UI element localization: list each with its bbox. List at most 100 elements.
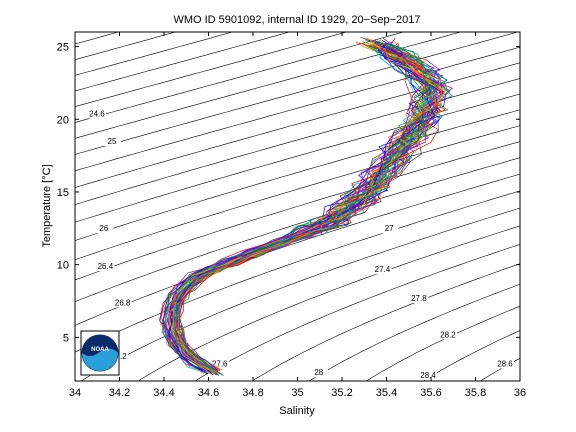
profile-line [159, 42, 426, 371]
y-axis-title: Temperature [°C] [41, 164, 53, 247]
profile-line [169, 43, 436, 374]
profile-line [168, 37, 428, 373]
isopycnal-label-bg [373, 264, 392, 274]
isopycnal-label: 28.6 [497, 359, 513, 368]
isopycnal-label: 26.4 [98, 262, 114, 271]
x-tick-label: 35.6 [420, 387, 441, 399]
profile-line [171, 44, 438, 375]
isopycnal-label: 28.4 [420, 371, 436, 380]
isopycnal-labels: 24.6252626.426.82727.227.427.627.82828.2… [87, 109, 514, 381]
x-tick-label: 34.6 [198, 387, 219, 399]
isopycnal-line [75, 93, 520, 223]
x-tick-label: 35.2 [331, 387, 352, 399]
profile-line [177, 41, 435, 376]
isopycnal-label: 26.8 [115, 298, 131, 307]
profile-line [177, 43, 448, 372]
profile-line [179, 45, 446, 374]
x-axis-ticks: 34 34.2 34.4 34.6 34.8 35 35.2 35.4 35.6 35.8 36 [69, 32, 526, 399]
profile-line [175, 46, 439, 371]
noaa-logo-text: NOAA [91, 347, 109, 353]
isopycnal-line [75, 32, 405, 123]
profile-line [176, 43, 437, 373]
isopycnal-line [75, 32, 291, 92]
isopycnal-line [137, 225, 520, 381]
isopycnal-line [194, 244, 520, 381]
isopycnal-label: 28 [314, 368, 323, 377]
profile-line [162, 48, 437, 371]
profile-line [167, 40, 441, 374]
profile-line [164, 40, 438, 372]
profile-line [162, 45, 425, 372]
profile-line [163, 44, 433, 373]
profile-line [177, 45, 448, 375]
isopycnal-line [516, 18, 576, 396]
isopycnal-label: 24.6 [89, 109, 105, 118]
isopycnal-label-bg [113, 298, 132, 308]
profile-line [160, 45, 430, 375]
isopycnal-label: 26 [99, 224, 108, 233]
isopycnal-label-bg [495, 359, 514, 369]
isopycnal-label-bg [309, 368, 328, 378]
profile-line [169, 43, 437, 374]
profile-line [165, 45, 435, 373]
isopycnal-label-bg [94, 224, 113, 234]
profile-line [166, 42, 443, 374]
isopycnal-line [75, 78, 520, 205]
chart-title: WMO ID 5901092, internal ID 1929, 20−Sep… [173, 14, 420, 26]
profile-line [162, 36, 427, 370]
y-tick-label: 25 [57, 42, 69, 54]
isopycnal-label: 27.6 [212, 359, 228, 368]
y-tick-label: 10 [57, 260, 69, 272]
isopycnal-line [75, 32, 348, 107]
isopycnal-line [75, 109, 520, 241]
profile-line [162, 39, 439, 370]
profile-line [176, 47, 443, 376]
y-axis-ticks: 5 10 15 20 25 [57, 42, 520, 344]
isopycnal-line [479, 357, 520, 381]
isopycnal-line [75, 173, 520, 326]
profile-line [172, 44, 433, 374]
y-tick-label: 5 [63, 332, 69, 344]
ts-profiles [159, 36, 454, 376]
isopycnal-line [308, 283, 520, 381]
x-tick-label: 35.4 [376, 387, 397, 399]
isopycnal-label-bg [96, 262, 115, 272]
profile-line [162, 45, 433, 375]
isopycnal-line [251, 263, 520, 381]
isopycnal-label-bg [210, 359, 229, 369]
y-tick-label: 20 [57, 114, 69, 126]
profile-line [172, 44, 430, 375]
profile-line [171, 41, 447, 371]
isopycnal-line [75, 125, 520, 261]
isopycnal-label-bg [409, 294, 428, 304]
profile-line [175, 42, 446, 372]
isopycnal-line [75, 46, 520, 172]
profile-line [165, 45, 438, 374]
profile-line [175, 46, 449, 373]
profile-line [172, 40, 443, 374]
profile-line [172, 43, 444, 372]
isopycnal-label: 28.2 [440, 330, 456, 339]
x-axis-title: Salinity [279, 405, 315, 417]
isopycnal-label: 25 [108, 137, 117, 146]
x-tick-label: 35.8 [465, 387, 486, 399]
profile-line [175, 37, 454, 370]
profile-line [168, 45, 436, 373]
isopycnal-line [75, 32, 462, 139]
x-tick-label: 34 [69, 387, 81, 399]
x-tick-label: 34.8 [242, 387, 263, 399]
profile-line [171, 47, 442, 376]
isopycnal-label-bg [102, 136, 121, 146]
isopycnal-label: 27 [385, 224, 394, 233]
x-tick-label: 35 [291, 387, 303, 399]
profile-line [168, 42, 438, 375]
profile-line [173, 41, 439, 374]
profile-line [175, 39, 437, 370]
isopycnal-label-bg [87, 109, 106, 119]
isopycnal-label-bg [438, 330, 457, 340]
profile-line [169, 41, 441, 372]
isopycnal-label: 27.4 [375, 265, 391, 274]
isopycnal-line [75, 62, 520, 188]
profile-line [176, 47, 434, 372]
